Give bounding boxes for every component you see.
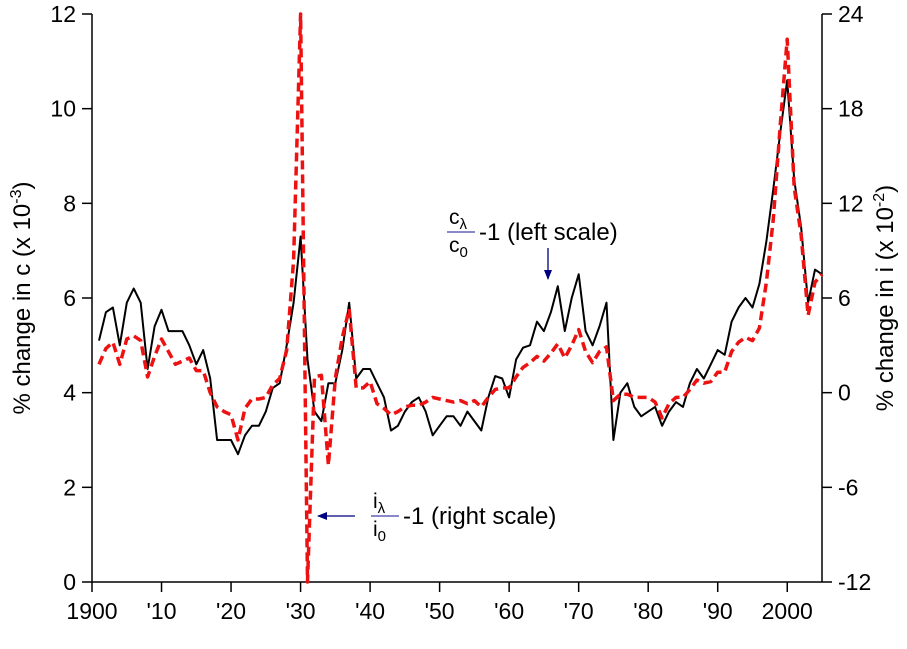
left-tick-label: 4 — [63, 380, 76, 406]
right-tick-label: 0 — [838, 380, 851, 406]
left-axis-title: % change in c (x 10-3) — [8, 181, 36, 414]
x-tick-label: '70 — [564, 598, 594, 624]
series-line-c — [98, 79, 823, 456]
right-tick-label: 12 — [838, 190, 864, 216]
x-tick-label: '20 — [216, 598, 246, 624]
annotation-c-numerator: cλ — [449, 206, 468, 233]
x-tick-label: '50 — [425, 598, 455, 624]
right-tick-label: -6 — [838, 474, 858, 500]
x-tick-label: '90 — [703, 598, 733, 624]
left-tick-label: 12 — [50, 1, 76, 27]
annotation-i-numerator: iλ — [373, 490, 386, 517]
annotation-i-denominator: i0 — [373, 518, 386, 545]
axes: 024681012-12-6061218241900'10'20'30'40'5… — [8, 1, 899, 624]
series-line-i — [97, 12, 824, 584]
left-tick-label: 2 — [63, 474, 76, 500]
left-tick-label: 6 — [63, 285, 76, 311]
right-tick-label: 6 — [838, 285, 851, 311]
left-tick-label: 8 — [63, 190, 76, 216]
x-tick-label: '60 — [494, 598, 524, 624]
x-tick-label: 1900 — [66, 598, 117, 624]
x-tick-label: '30 — [286, 598, 316, 624]
right-tick-label: -12 — [838, 569, 871, 595]
left-tick-label: 10 — [50, 96, 76, 122]
annotation-i-suffix: -1 (right scale) — [403, 503, 556, 530]
x-tick-label: '10 — [147, 598, 177, 624]
left-tick-label: 0 — [63, 569, 76, 595]
series-group — [97, 12, 824, 584]
right-tick-label: 18 — [838, 96, 864, 122]
right-axis-title: % change in i (x 10-2) — [871, 185, 899, 411]
x-tick-label: '40 — [355, 598, 385, 624]
annotation-c-suffix: -1 (left scale) — [479, 219, 618, 246]
annotation-c-denominator: c0 — [449, 234, 468, 261]
x-tick-label: 2000 — [762, 598, 813, 624]
right-tick-label: 24 — [838, 1, 864, 27]
x-tick-label: '80 — [633, 598, 663, 624]
